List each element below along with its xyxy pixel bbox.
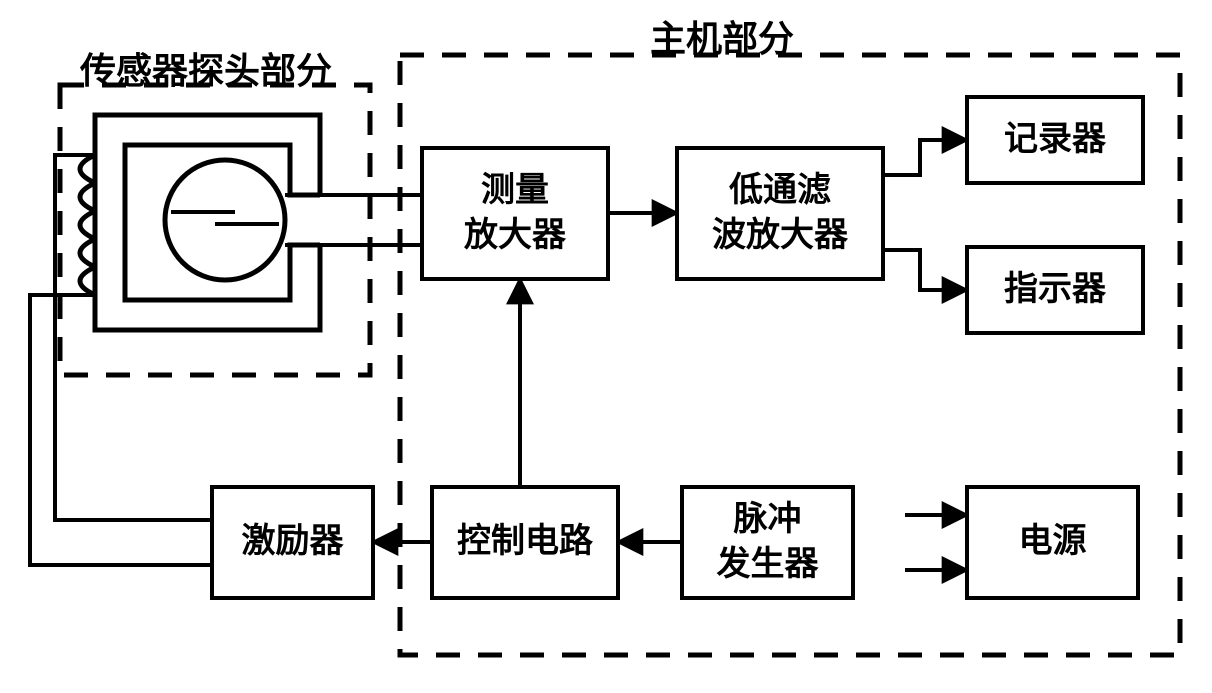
host-section-title: 主机部分 — [650, 10, 794, 62]
power-block: 电源 — [965, 485, 1140, 600]
sensor-section-title: 传感器探头部分 — [80, 42, 332, 94]
lowpass-to-recorder — [885, 140, 965, 175]
indicator-block: 指示器 — [965, 245, 1145, 335]
measure-amp-block: 测量放大器 — [420, 146, 610, 281]
pulse-gen-block: 脉冲发生器 — [680, 485, 855, 600]
exciter-block: 激励器 — [210, 485, 375, 600]
recorder-block: 记录器 — [965, 95, 1145, 185]
lowpass-to-indicator — [885, 250, 965, 290]
control-block: 控制电路 — [430, 485, 620, 600]
lowpass-amp-block: 低通滤波放大器 — [675, 146, 885, 281]
